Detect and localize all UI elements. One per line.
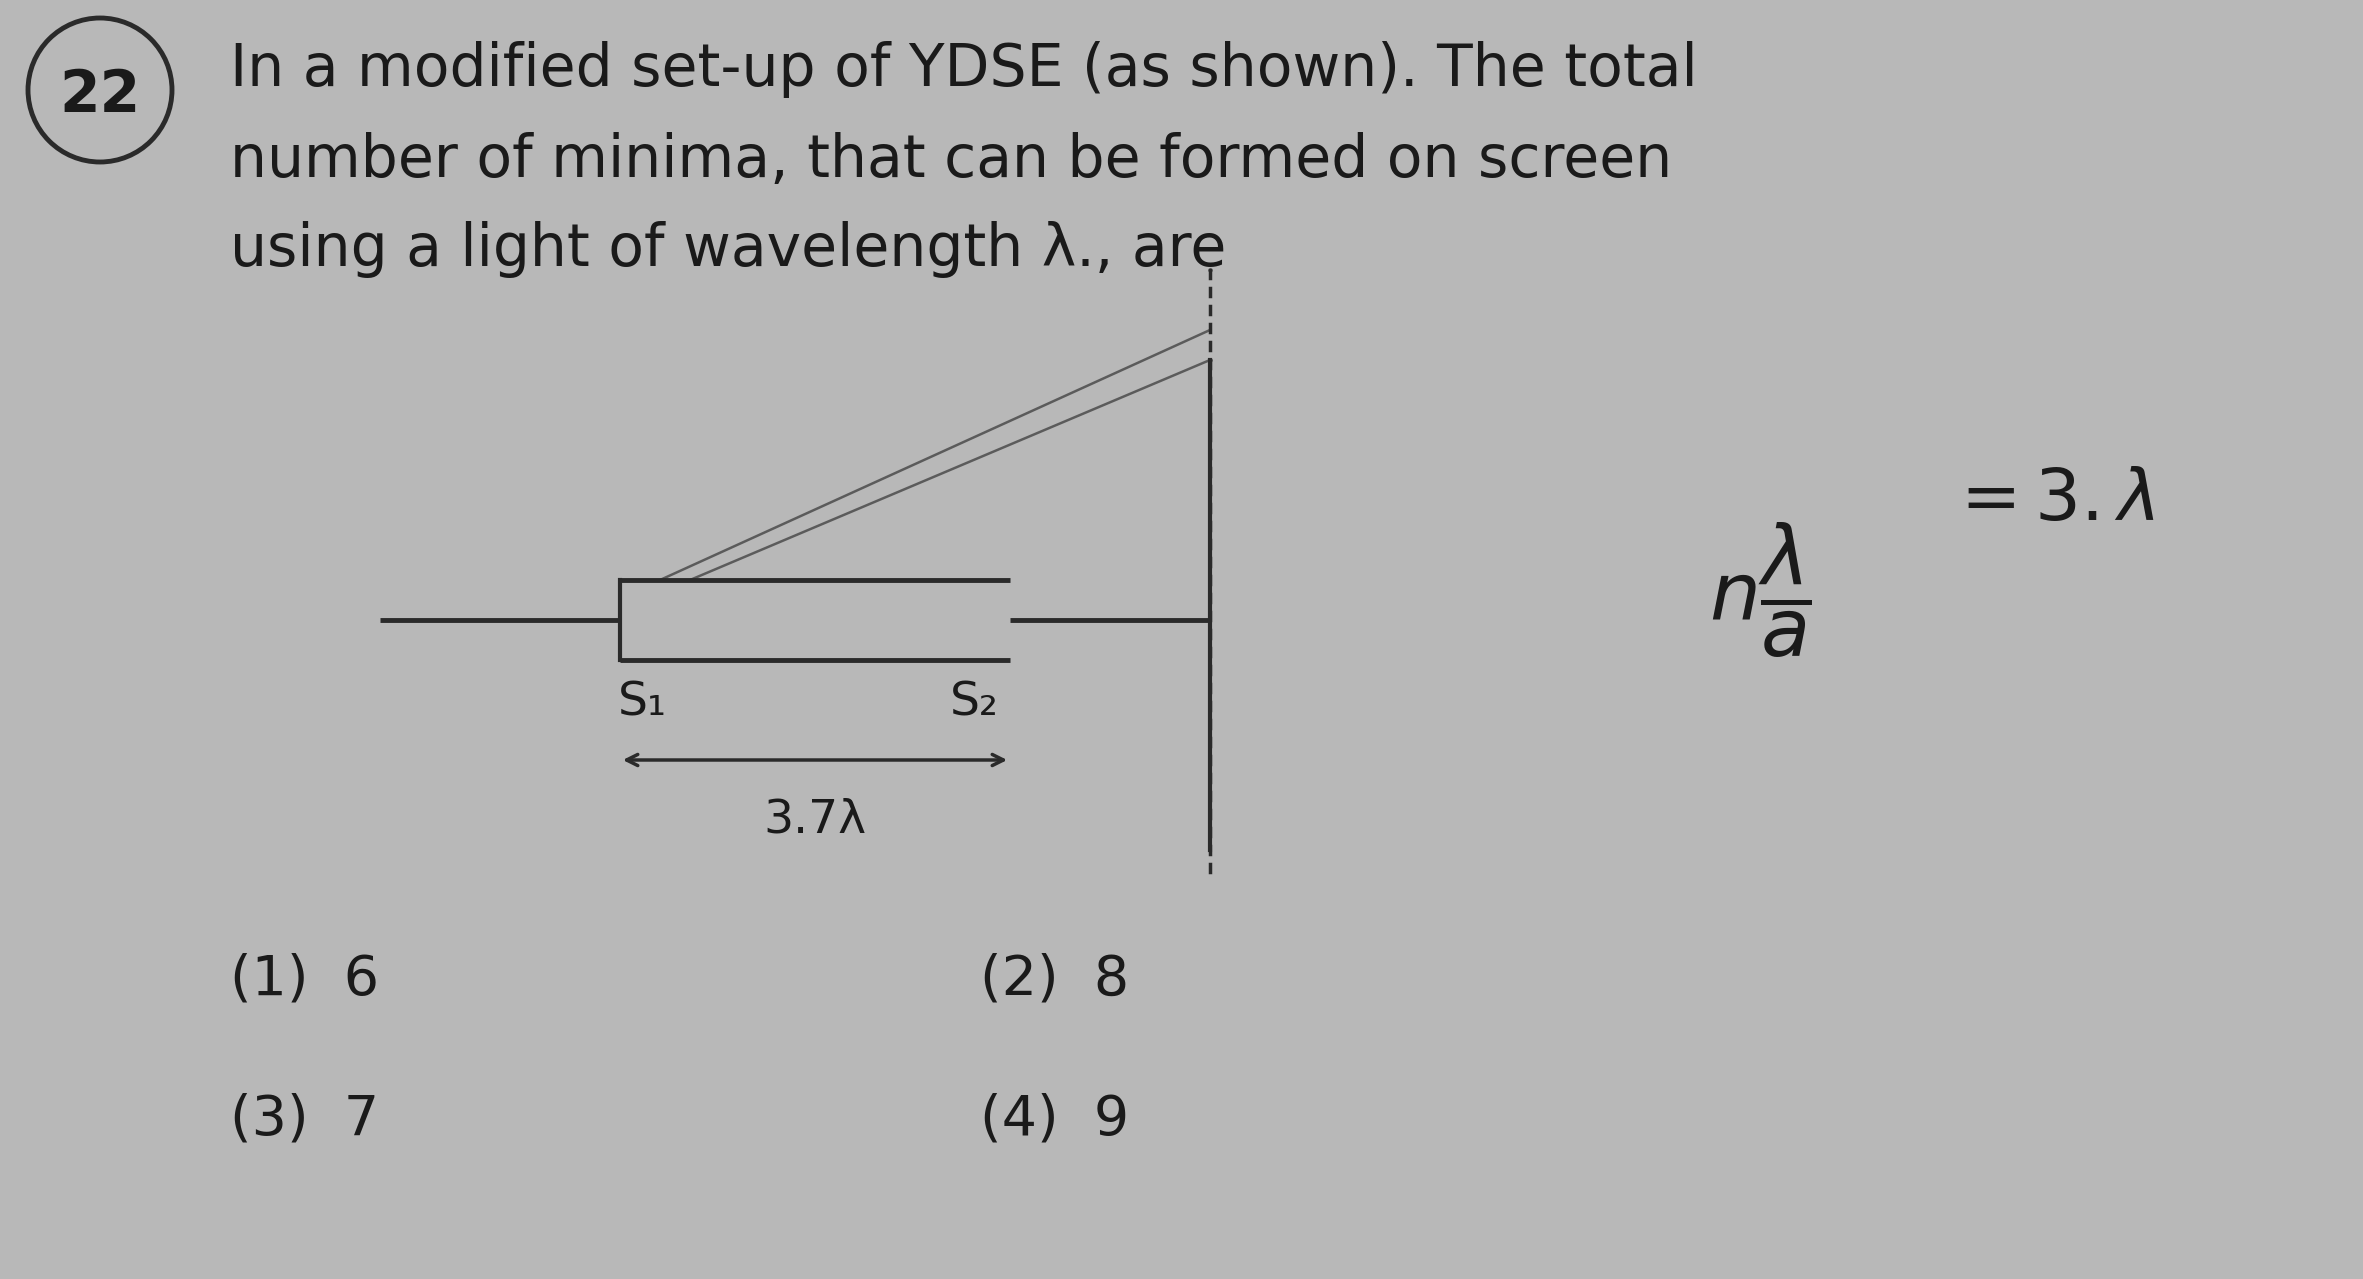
Text: using a light of wavelength λ., are: using a light of wavelength λ., are bbox=[229, 221, 1226, 279]
Text: In a modified set-up of YDSE (as shown). The total: In a modified set-up of YDSE (as shown).… bbox=[229, 41, 1697, 98]
Text: (2)  8: (2) 8 bbox=[981, 953, 1130, 1007]
Text: $n\dfrac{\lambda}{a}$: $n\dfrac{\lambda}{a}$ bbox=[1708, 521, 1810, 660]
Text: (1)  6: (1) 6 bbox=[229, 953, 378, 1007]
Text: S₁: S₁ bbox=[619, 680, 666, 725]
Text: 22: 22 bbox=[59, 67, 142, 124]
Text: 3.7λ: 3.7λ bbox=[763, 798, 867, 843]
Text: (4)  9: (4) 9 bbox=[981, 1094, 1130, 1147]
Text: S₂: S₂ bbox=[950, 680, 1000, 725]
Text: $=3.\lambda$: $=3.\lambda$ bbox=[1945, 464, 2155, 536]
Text: number of minima, that can be formed on screen: number of minima, that can be formed on … bbox=[229, 132, 1673, 188]
Text: (3)  7: (3) 7 bbox=[229, 1094, 378, 1147]
